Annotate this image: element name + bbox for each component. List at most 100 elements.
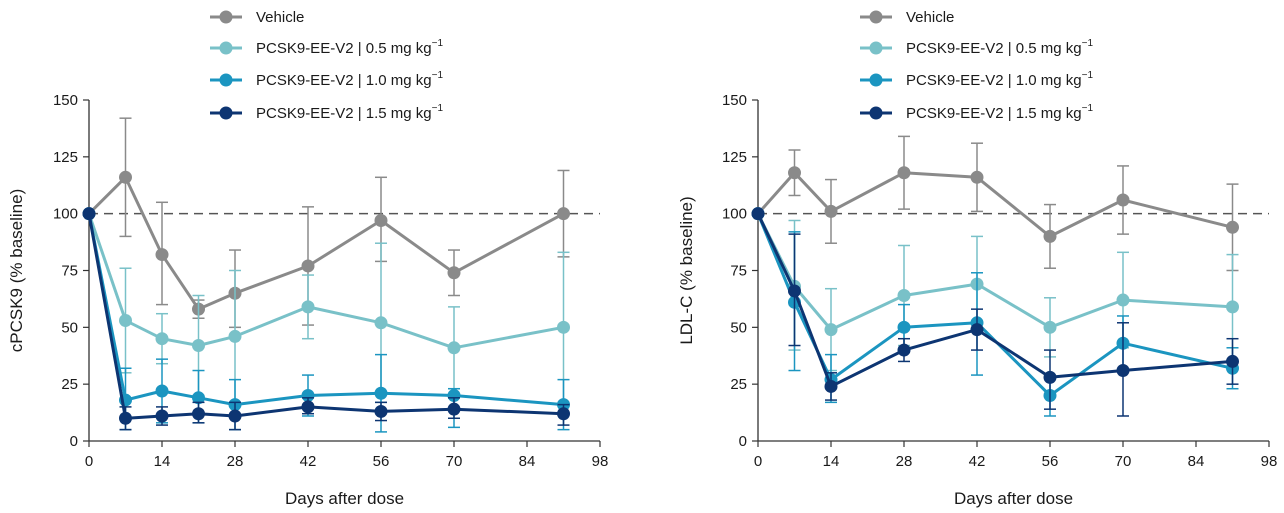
data-point <box>1116 193 1130 207</box>
series-0 <box>751 135 1239 272</box>
data-point <box>897 166 911 180</box>
y-tick-label: 25 <box>730 376 747 393</box>
x-tick-label: 42 <box>300 453 317 470</box>
series-3 <box>751 207 1239 417</box>
data-point <box>1043 229 1057 243</box>
data-point <box>970 323 984 337</box>
data-point <box>374 213 388 227</box>
data-point <box>897 320 911 334</box>
chart-cpcsk9: 0 25 50 75 100 125 150 0 14 28 42 56 70 84 98 Days afte… <box>7 9 608 508</box>
series-line <box>756 171 1233 238</box>
legend-label: Vehicle <box>906 9 954 26</box>
data-point <box>301 300 315 314</box>
legend-item-0: Vehicle <box>860 9 954 26</box>
data-point <box>824 379 838 393</box>
data-point <box>788 284 801 298</box>
x-tick-label: 56 <box>373 453 390 470</box>
legend-label: PCSK9-EE-V2 | 1.0 mg kg−1 <box>906 70 1093 89</box>
data-point <box>155 332 169 346</box>
y-tick-label: 125 <box>53 149 78 166</box>
legend-label: PCSK9-EE-V2 | 0.5 mg kg−1 <box>256 38 443 57</box>
series-line <box>87 213 564 350</box>
data-point <box>557 407 570 421</box>
data-point <box>447 402 461 416</box>
legend-marker <box>869 106 883 120</box>
legend-item-3: PCSK9-EE-V2 | 1.5 mg kg−1 <box>860 103 1093 122</box>
legend-marker <box>869 73 883 87</box>
y-tick-label: 75 <box>61 263 78 280</box>
data-point <box>788 166 801 180</box>
data-point <box>119 411 132 425</box>
x-tick-label: 28 <box>227 453 244 470</box>
data-point <box>301 259 315 273</box>
x-tick-label: 14 <box>823 453 840 470</box>
legend-label: PCSK9-EE-V2 | 0.5 mg kg−1 <box>906 38 1093 57</box>
data-point <box>1226 300 1239 314</box>
legend-marker <box>219 73 233 87</box>
legend-item-2: PCSK9-EE-V2 | 1.0 mg kg−1 <box>210 70 443 89</box>
data-point <box>557 320 570 334</box>
legend-marker <box>869 10 883 24</box>
data-point <box>374 316 388 330</box>
y-tick-label: 0 <box>739 433 747 450</box>
data-point <box>301 400 315 414</box>
x-tick-label: 28 <box>896 453 913 470</box>
x-tick-label: 70 <box>446 453 463 470</box>
series-1 <box>751 207 1239 372</box>
data-point <box>970 170 984 184</box>
x-tick-label: 84 <box>519 453 536 470</box>
x-tick-label: 0 <box>85 453 93 470</box>
legend-item-2: PCSK9-EE-V2 | 1.0 mg kg−1 <box>860 70 1093 89</box>
x-tick-label: 0 <box>754 453 762 470</box>
series-2 <box>751 207 1239 417</box>
data-point <box>557 207 570 221</box>
y-tick-label: 75 <box>730 263 747 280</box>
legend-label: PCSK9-EE-V2 | 1.5 mg kg−1 <box>906 103 1093 122</box>
legend-label: Vehicle <box>256 9 304 26</box>
legend-label: PCSK9-EE-V2 | 1.5 mg kg−1 <box>256 103 443 122</box>
data-point <box>192 391 205 405</box>
series-line <box>87 213 564 407</box>
legend-unit-exponent: −1 <box>1082 38 1094 49</box>
legend-unit-exponent: −1 <box>1082 70 1094 81</box>
legend-marker <box>219 41 233 55</box>
y-tick-label: 150 <box>53 92 78 109</box>
y-tick-label: 150 <box>722 92 747 109</box>
data-point <box>155 248 169 262</box>
data-point <box>751 207 765 221</box>
data-point <box>1226 354 1239 368</box>
data-point <box>1226 220 1239 234</box>
data-point <box>192 339 205 353</box>
series-1 <box>82 207 570 404</box>
y-tick-label: 0 <box>70 433 78 450</box>
data-point <box>1116 293 1130 307</box>
data-point <box>1043 370 1057 384</box>
legend-unit-exponent: −1 <box>1082 103 1094 114</box>
x-tick-label: 98 <box>1261 453 1278 470</box>
legend-item-0: Vehicle <box>210 9 304 26</box>
series-line <box>756 213 1233 332</box>
data-point <box>1116 364 1130 378</box>
series-line <box>756 213 1233 397</box>
legend-unit-exponent: −1 <box>432 70 444 81</box>
series-3 <box>82 207 570 431</box>
y-tick-label: 100 <box>53 206 78 223</box>
x-tick-label: 70 <box>1115 453 1132 470</box>
data-point <box>228 329 242 343</box>
y-axis-title: LDL-C (% baseline) <box>677 196 696 344</box>
data-point <box>824 204 838 218</box>
data-point <box>155 409 169 423</box>
data-point <box>897 289 911 303</box>
y-tick-label: 25 <box>61 376 78 393</box>
series-line <box>87 175 565 311</box>
legend-marker <box>219 106 233 120</box>
y-axis-title: cPCSK9 (% baseline) <box>7 189 26 352</box>
series-line <box>756 213 1233 388</box>
legend-marker <box>219 10 233 24</box>
legend-unit-exponent: −1 <box>432 38 444 49</box>
legend-item-1: PCSK9-EE-V2 | 0.5 mg kg−1 <box>210 38 443 57</box>
data-point <box>374 404 388 418</box>
data-point <box>82 207 96 221</box>
data-point <box>1043 320 1057 334</box>
